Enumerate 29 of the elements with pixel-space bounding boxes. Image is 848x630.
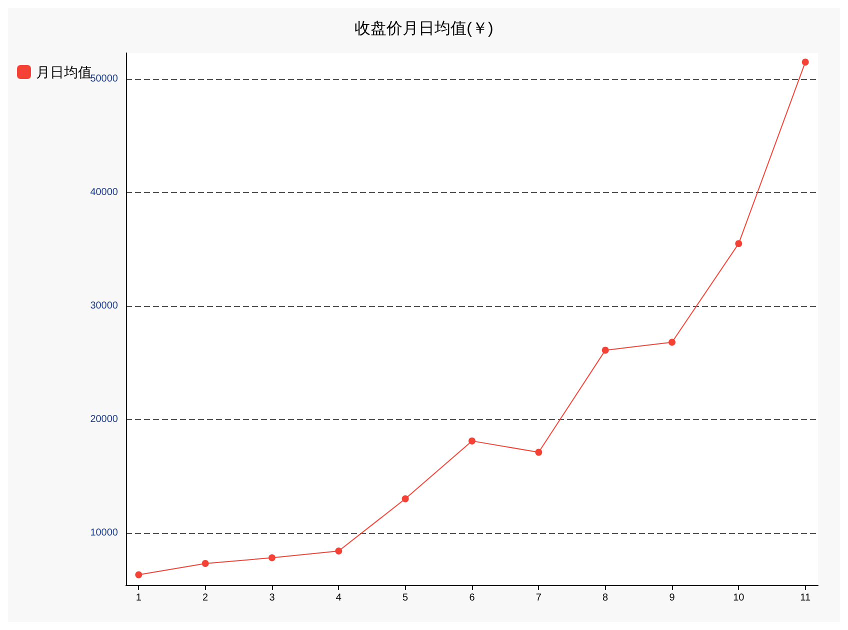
x-tick-label: 6 (469, 592, 476, 604)
point (402, 495, 409, 502)
y-tick-label: 10000 (90, 527, 118, 538)
point (268, 554, 276, 562)
x-tick-label: 8 (602, 592, 609, 604)
x-tick-label: 4 (336, 592, 342, 604)
point (468, 437, 476, 444)
legend-label: 月日均值 (36, 64, 92, 80)
point (202, 560, 209, 567)
x-tick-label: 5 (402, 592, 409, 604)
x-tick-label: 2 (202, 592, 209, 604)
point (335, 547, 342, 554)
x-tick-label: 3 (269, 592, 276, 604)
point (668, 338, 676, 346)
x-tick-label: 9 (669, 592, 676, 604)
y-tick-label: 20000 (90, 414, 118, 425)
y-tick-label: 40000 (90, 187, 118, 198)
point (735, 240, 742, 248)
point (802, 58, 809, 66)
x-tick-label: 11 (800, 592, 811, 604)
y-tick-label: 50000 (90, 74, 118, 85)
point (602, 346, 609, 354)
x-tick-label: 1 (136, 592, 142, 604)
chart-title: 收盘价月日均值(￥) (354, 20, 494, 38)
x-tick-label: 7 (536, 592, 542, 604)
y-tick-label: 30000 (90, 300, 118, 312)
point (535, 448, 542, 456)
point (135, 571, 142, 578)
x-tick-label: 10 (733, 592, 745, 604)
